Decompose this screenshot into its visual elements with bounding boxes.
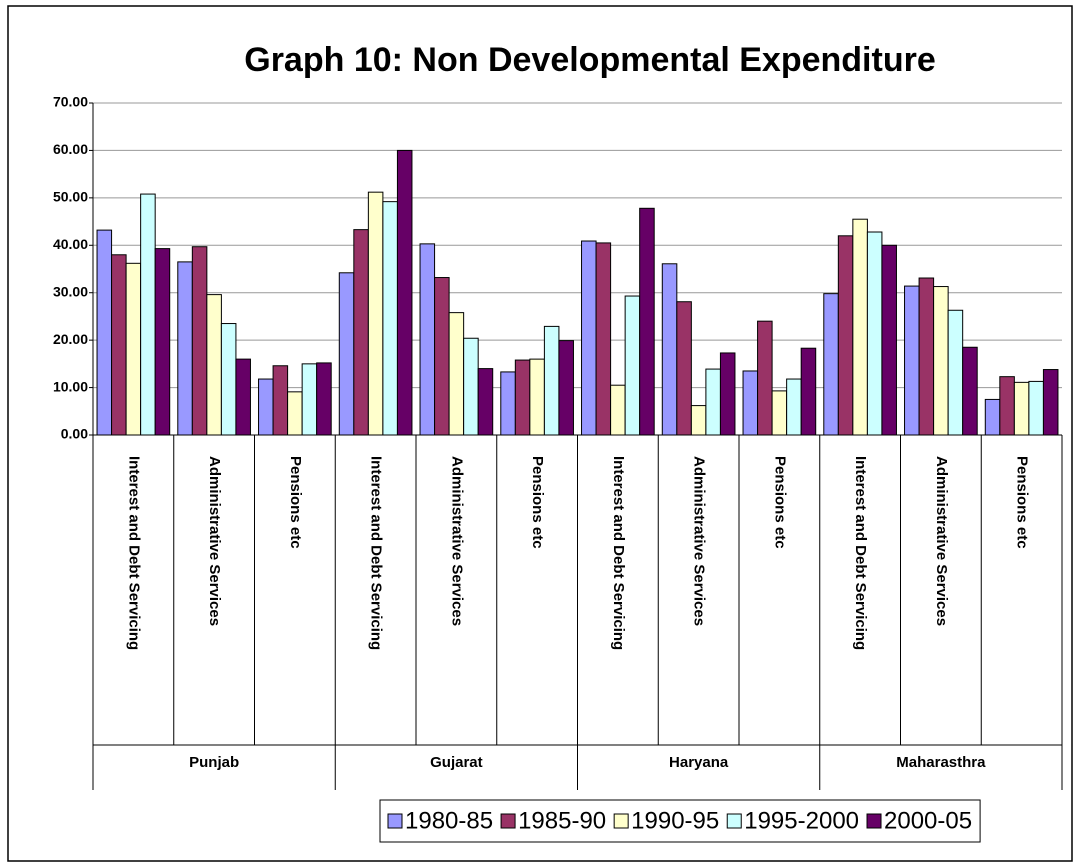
bar: [705, 368, 721, 436]
x-tick-label: Pensions etc: [1014, 456, 1031, 549]
bar: [676, 301, 692, 436]
bar: [419, 243, 436, 436]
bar: [272, 365, 289, 436]
bar: [823, 293, 839, 436]
bar: [837, 235, 854, 436]
bar: [258, 378, 274, 436]
bar: [947, 309, 964, 436]
bar: [353, 229, 369, 436]
bar: [984, 398, 1001, 436]
bar: [434, 277, 450, 436]
bar: [463, 337, 479, 436]
legend-label: 1995-2000: [744, 807, 859, 834]
x-tick-label: Interest and Debt Servicing: [852, 456, 869, 650]
x-tick-label: Administrative Services: [206, 456, 223, 626]
bar: [140, 193, 156, 436]
bar: [154, 248, 171, 436]
bar: [287, 391, 303, 436]
bar: [96, 229, 113, 436]
bar: [800, 347, 817, 436]
bar: [301, 363, 318, 436]
x-tick-label: Administrative Services: [691, 456, 708, 626]
x-tick-label: Pensions etc: [287, 456, 304, 549]
bar: [904, 285, 920, 436]
group-label: Maharasthra: [896, 754, 986, 771]
x-tick-label: Pensions etc: [529, 456, 546, 549]
bar: [500, 371, 516, 436]
y-tick-label: 10.00: [53, 378, 88, 394]
y-tick-label: 20.00: [53, 331, 88, 347]
bar: [558, 340, 574, 436]
bar: [529, 358, 545, 436]
bar: [382, 201, 398, 436]
bar: [1042, 369, 1059, 436]
legend-swatch: [500, 813, 516, 829]
y-tick-label: 40.00: [53, 236, 88, 252]
legend-swatch: [613, 813, 629, 829]
bar: [177, 261, 193, 436]
bar: [125, 262, 142, 436]
bar: [918, 277, 935, 436]
bar: [852, 218, 868, 436]
x-tick-label: Interest and Debt Servicing: [125, 456, 142, 650]
bar: [220, 323, 237, 436]
bar: [624, 295, 641, 436]
bar: [661, 263, 678, 436]
bar: [477, 368, 494, 436]
y-tick-label: 0.00: [61, 426, 88, 442]
group-label: Gujarat: [430, 754, 483, 771]
bar: [235, 358, 251, 436]
bar: [610, 384, 626, 436]
legend-label: 1985-90: [518, 807, 606, 834]
bar: [962, 346, 978, 436]
bar: [448, 312, 465, 436]
bar: [786, 378, 802, 436]
y-tick-label: 70.00: [53, 94, 88, 110]
bar: [316, 362, 332, 436]
bar: [367, 191, 384, 436]
bar: [1013, 381, 1030, 436]
bar: [933, 286, 949, 436]
bar: [111, 254, 127, 436]
y-tick-label: 60.00: [53, 141, 88, 157]
legend-label: 2000-05: [884, 807, 972, 834]
group-label: Punjab: [189, 754, 239, 771]
bar: [581, 240, 597, 436]
bar: [514, 359, 531, 436]
bar: [595, 242, 612, 436]
bar: [690, 405, 707, 436]
legend-swatch: [387, 813, 403, 829]
bar: [757, 320, 773, 436]
bar: [999, 376, 1015, 436]
bar: [191, 246, 208, 436]
legend-label: 1990-95: [631, 807, 719, 834]
bar: [206, 294, 222, 436]
group-label: Haryana: [669, 754, 729, 771]
legend-swatch: [726, 813, 742, 829]
bar: [742, 370, 759, 436]
x-tick-label: Interest and Debt Servicing: [368, 456, 385, 650]
bar: [771, 390, 788, 436]
x-tick-label: Administrative Services: [448, 456, 465, 626]
bar: [543, 325, 560, 436]
y-tick-label: 50.00: [53, 189, 88, 205]
bar: [639, 207, 655, 436]
bar: [881, 244, 897, 436]
legend-swatch: [866, 813, 882, 829]
legend-label: 1980-85: [405, 807, 493, 834]
bar: [396, 149, 413, 436]
x-tick-label: Pensions etc: [771, 456, 788, 549]
bar: [1028, 380, 1044, 436]
x-tick-label: Administrative Services: [933, 456, 950, 626]
x-tick-label: Interest and Debt Servicing: [610, 456, 627, 650]
bar: [719, 352, 736, 436]
y-tick-label: 30.00: [53, 283, 88, 299]
bar: [866, 231, 883, 436]
bar: [338, 272, 355, 436]
chart-title: Graph 10: Non Developmental Expenditure: [244, 41, 935, 79]
